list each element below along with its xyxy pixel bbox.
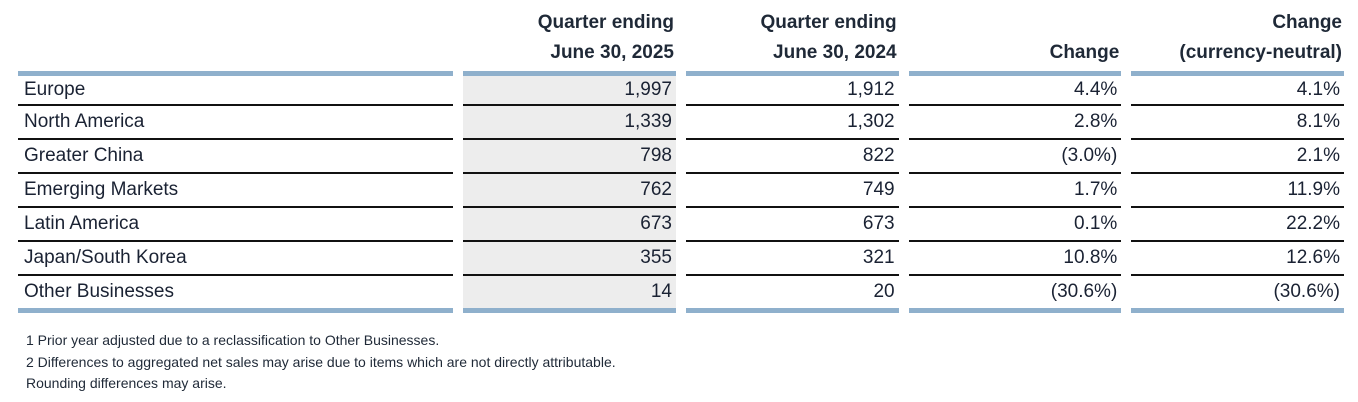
row-change-cn: 12.6% [1131,242,1344,276]
row-change: 10.8% [908,242,1122,276]
row-change-cn: 22.2% [1131,208,1344,242]
header-row: Quarter ending June 30, 2025 Quarter end… [18,8,1344,71]
footnote-1: 1 Prior year adjusted due to a reclassif… [26,332,440,348]
row-change-cn: 2.1% [1131,140,1344,174]
header-change: Change [909,8,1122,71]
table-row: Greater China 798 822 (3.0%) 2.1% [18,140,1344,174]
header-rule [18,71,1344,76]
header-change-line2: Change [1049,42,1120,63]
header-q2025-line2: June 30, 2025 [550,42,674,63]
table-row: Japan/South Korea 355 321 10.8% 12.6% [18,242,1344,276]
row-q2025: 762 [463,174,676,208]
header-q2025-line1: Quarter ending [537,12,674,33]
row-q2024: 822 [685,140,899,174]
row-change: 4.4% [908,76,1122,106]
row-q2025: 673 [463,208,676,242]
row-change-cn: 11.9% [1131,174,1344,208]
row-region: Japan/South Korea [18,242,454,276]
row-q2025: 798 [463,140,676,174]
header-region-blank [18,8,453,71]
row-change-cn: (30.6%) [1273,281,1340,302]
table-row: Emerging Markets 762 749 1.7% 11.9% [18,174,1344,208]
row-change: (3.0%) [908,140,1122,174]
row-q2024: 1,302 [685,106,899,140]
header-q2024: Quarter ending June 30, 2024 [686,8,899,71]
header-q2025: Quarter ending June 30, 2025 [463,8,676,71]
header-change-cn-line2: (currency-neutral) [1179,42,1342,63]
row-change: (30.6%) [1050,281,1118,302]
row-q2025: 1,997 [463,76,676,106]
table-row: North America 1,339 1,302 2.8% 8.1% [18,106,1344,140]
header-q2024-line1: Quarter ending [760,12,897,33]
footnote-rounding: Rounding differences may arise. [26,375,227,391]
row-region: Greater China [18,140,454,174]
table-row: Other Businesses 14 20 (30.6%) (30.6%) [18,276,1344,308]
header-q2024-line2: June 30, 2024 [773,42,897,63]
row-region: Other Businesses [24,281,174,302]
row-change-cn: 4.1% [1131,76,1344,106]
row-region: North America [18,106,454,140]
row-region: Latin America [18,208,454,242]
row-q2025: 14 [463,276,676,308]
table-row: Latin America 673 673 0.1% 22.2% [18,208,1344,242]
row-q2024: 321 [685,242,899,276]
footer-rule [18,308,1344,313]
row-region: Europe [18,76,454,106]
row-q2025: 1,339 [463,106,676,140]
row-q2024: 20 [873,281,895,302]
table-body: Europe 1,997 1,912 4.4% 4.1% North Ameri… [18,76,1344,313]
row-q2024: 749 [685,174,899,208]
header-change-cn-line1: Change [1272,12,1342,33]
header-change-currency-neutral: Change (currency-neutral) [1131,8,1344,71]
row-q2024: 673 [685,208,899,242]
row-change: 2.8% [908,106,1122,140]
row-change: 0.1% [908,208,1122,242]
row-change: 1.7% [908,174,1122,208]
row-change-cn: 8.1% [1131,106,1344,140]
regional-sales-table: Quarter ending June 30, 2025 Quarter end… [18,8,1344,313]
row-q2024: 1,912 [685,76,899,106]
row-region: Emerging Markets [18,174,454,208]
footnotes: 1 Prior year adjusted due to a reclassif… [26,330,616,395]
regional-sales-table-container: Quarter ending June 30, 2025 Quarter end… [18,8,1344,313]
table-row: Europe 1,997 1,912 4.4% 4.1% [18,76,1344,106]
row-q2025: 355 [463,242,676,276]
footnote-2: 2 Differences to aggregated net sales ma… [26,353,616,370]
